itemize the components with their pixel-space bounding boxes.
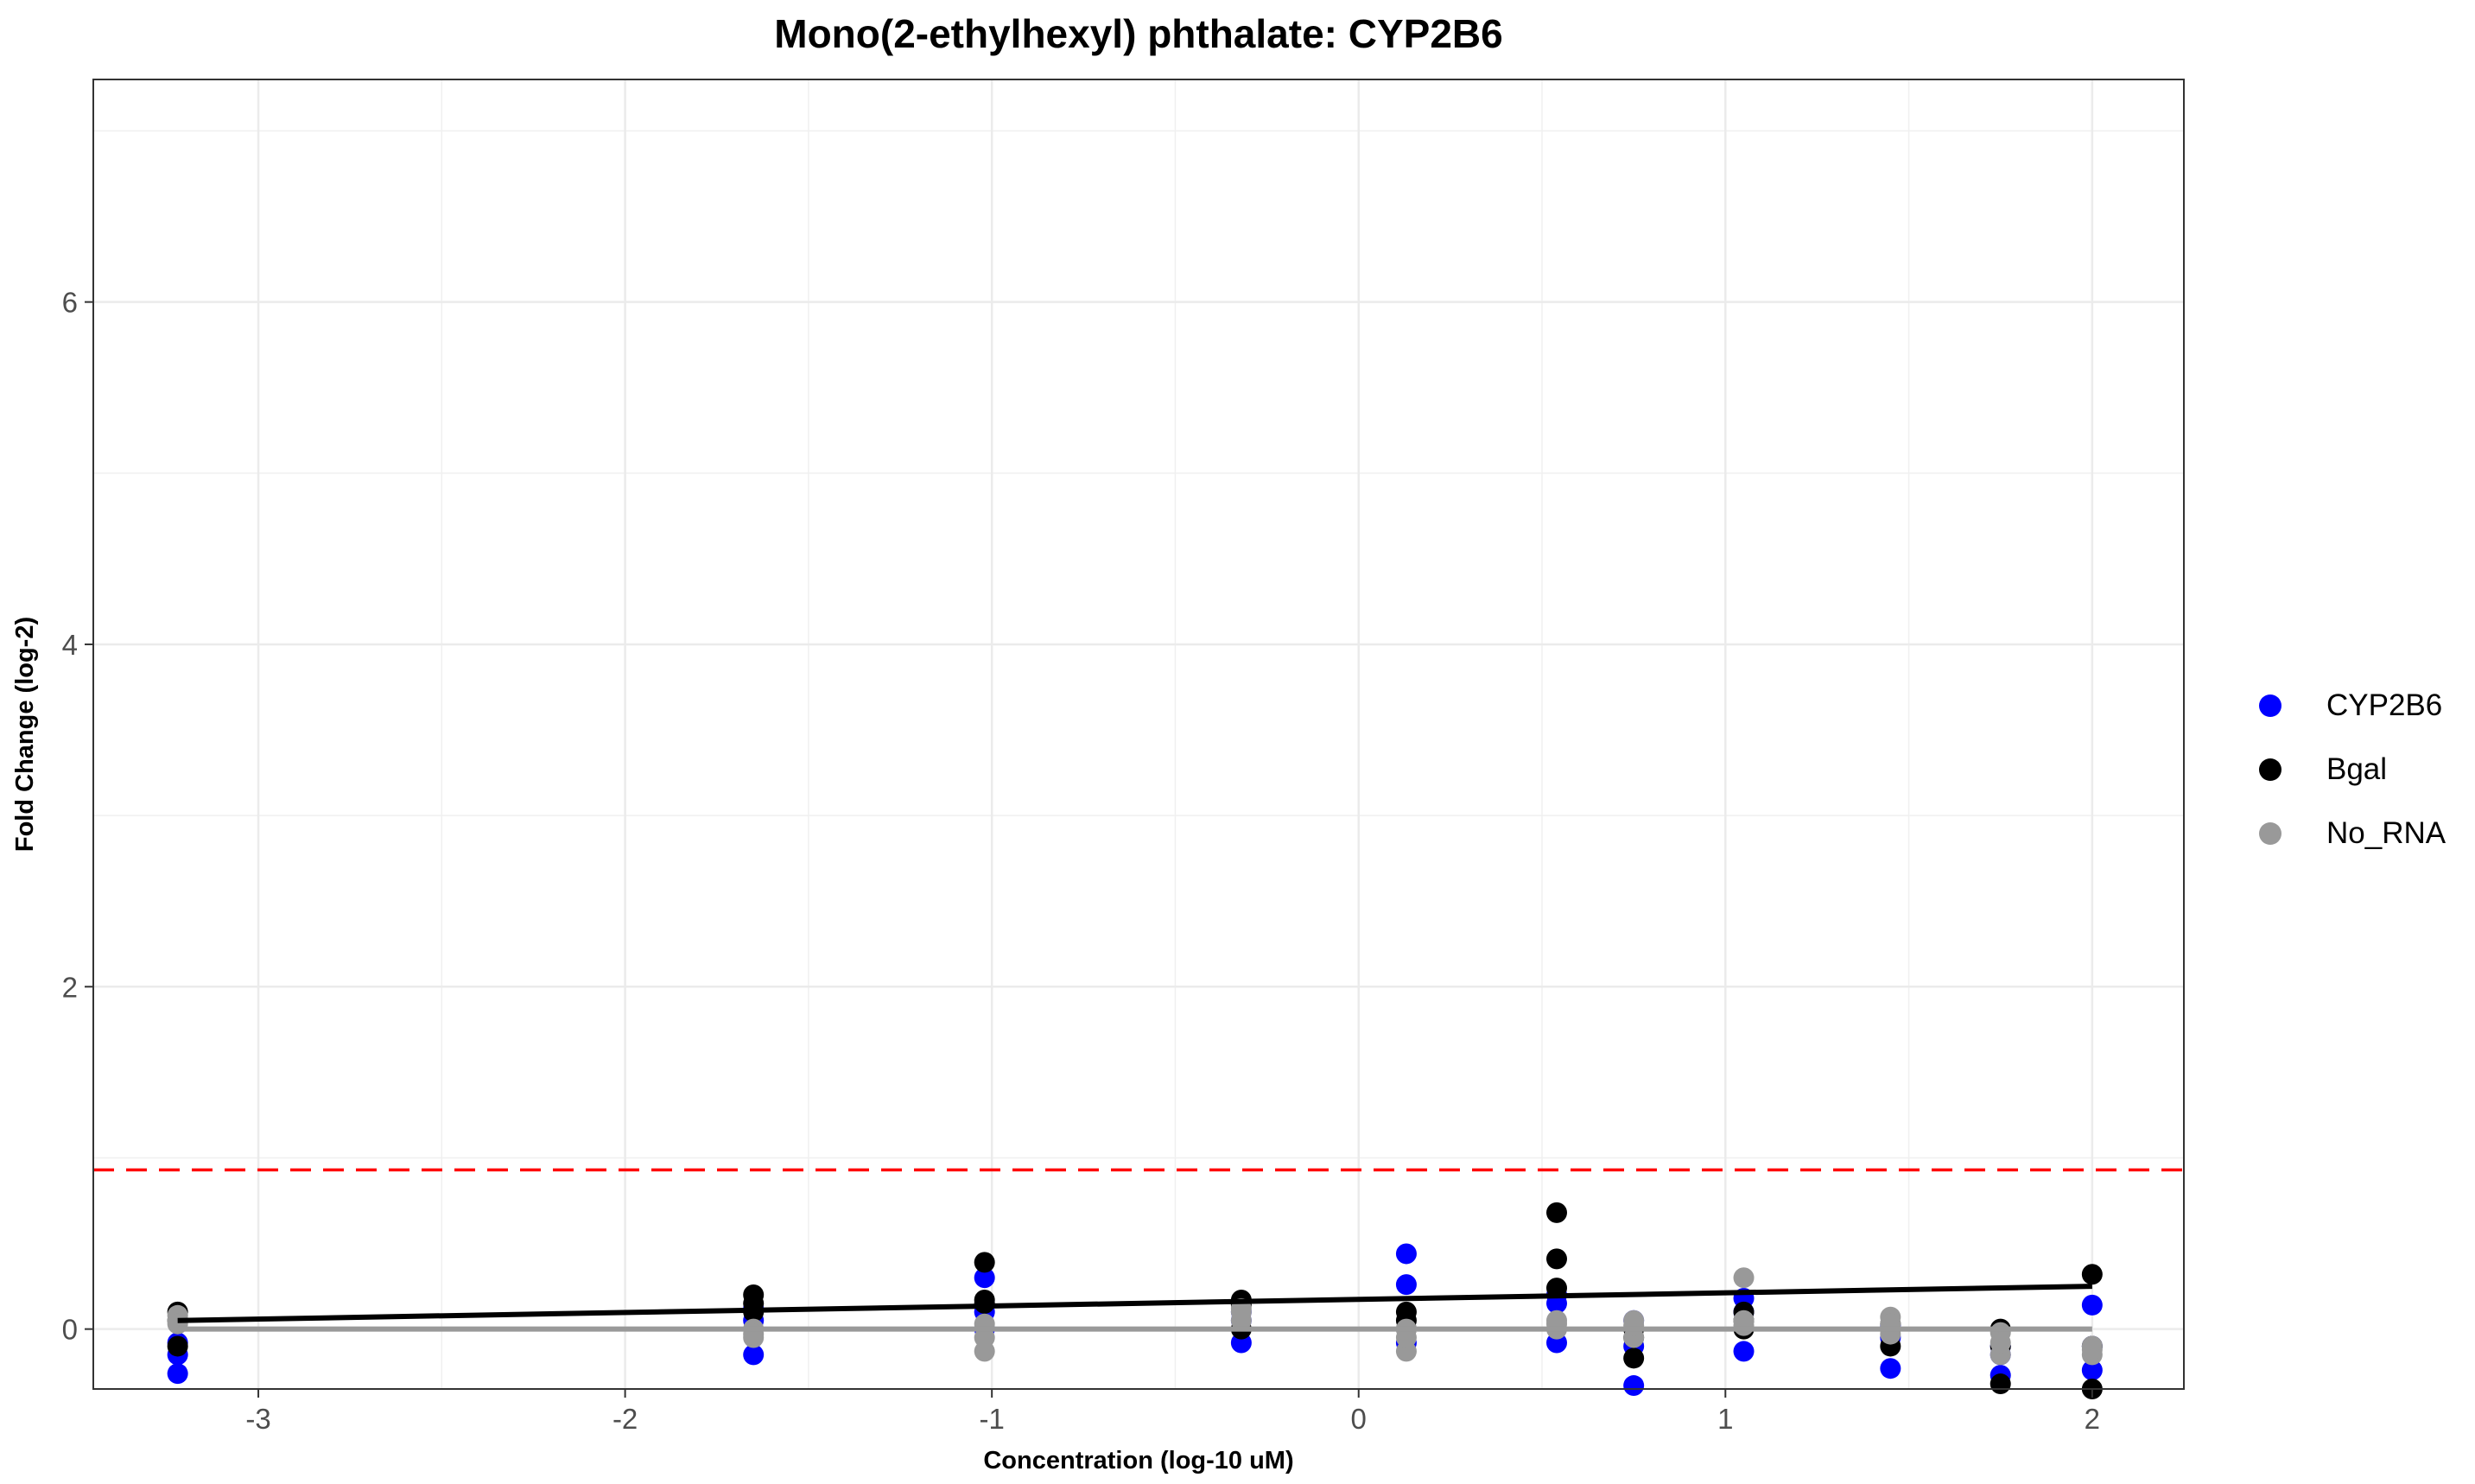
fit-line-bgal	[177, 1284, 2092, 1323]
data-point-bgal	[1623, 1348, 1645, 1369]
x-tick-label: 1	[1717, 1403, 1733, 1435]
legend: CYP2B6 Bgal No_RNA	[2250, 674, 2446, 866]
legend-dot-bgal	[2259, 758, 2281, 781]
data-point-cyp2b6	[1395, 1243, 1417, 1265]
y-tick-label: 0	[62, 1314, 78, 1346]
data-point-bgal	[2081, 1264, 2103, 1285]
legend-item-cyp2b6: CYP2B6	[2250, 674, 2446, 738]
x-tick-label: -1	[980, 1403, 1005, 1435]
data-point-no-rna	[1990, 1332, 2011, 1354]
data-point-cyp2b6	[167, 1363, 188, 1385]
data-point-cyp2b6	[2081, 1360, 2103, 1381]
data-point-bgal	[1990, 1373, 2011, 1395]
legend-label-bgal: Bgal	[2326, 752, 2388, 786]
x-tick-label: -3	[245, 1403, 270, 1435]
data-point-no-rna	[1623, 1315, 1645, 1336]
data-point-cyp2b6	[743, 1344, 765, 1366]
panel-border	[92, 79, 2185, 1390]
data-point-cyp2b6	[974, 1267, 995, 1289]
data-point-cyp2b6	[1733, 1341, 1755, 1362]
legend-item-no-rna: No_RNA	[2250, 802, 2446, 866]
data-point-cyp2b6	[1880, 1358, 1901, 1379]
data-point-no-rna	[1733, 1310, 1755, 1331]
legend-label-no-rna: No_RNA	[2326, 816, 2446, 850]
y-axis-title: Fold Change (log-2)	[11, 617, 39, 852]
y-tick-label: 2	[62, 971, 78, 1003]
data-point-no-rna	[1230, 1301, 1252, 1322]
legend-dot-no-rna	[2259, 822, 2281, 845]
x-axis-title: Concentration (log-10 uM)	[983, 1447, 1293, 1474]
axes: -3 -2 -1 0 1 2 0 2 4 6	[62, 287, 2100, 1435]
x-tick-label: 2	[2085, 1403, 2100, 1435]
chart-title: Mono(2-ethylhexyl) phthalate: CYP2B6	[774, 11, 1503, 56]
y-tick-label: 4	[62, 629, 78, 661]
data-point-cyp2b6	[1395, 1274, 1417, 1296]
y-tick-label: 6	[62, 287, 78, 319]
data-point-bgal	[167, 1335, 188, 1357]
data-point-no-rna	[974, 1327, 995, 1348]
data-point-bgal	[1546, 1248, 1567, 1270]
data-point-no-rna	[2081, 1339, 2103, 1360]
grid-lines	[93, 79, 2184, 1389]
legend-item-bgal: Bgal	[2250, 738, 2446, 802]
fit-lines-layer	[177, 1284, 2092, 1332]
x-tick-label: 0	[1351, 1403, 1367, 1435]
data-point-cyp2b6	[1623, 1375, 1645, 1397]
legend-dot-cyp2b6	[2259, 694, 2281, 717]
x-tick-label: -2	[612, 1403, 638, 1435]
data-point-bgal	[1546, 1202, 1567, 1223]
data-point-no-rna	[1733, 1267, 1755, 1289]
data-point-no-rna	[1395, 1327, 1417, 1348]
data-point-cyp2b6	[2081, 1294, 2103, 1316]
legend-label-cyp2b6: CYP2B6	[2326, 688, 2443, 722]
data-point-bgal	[974, 1252, 995, 1273]
